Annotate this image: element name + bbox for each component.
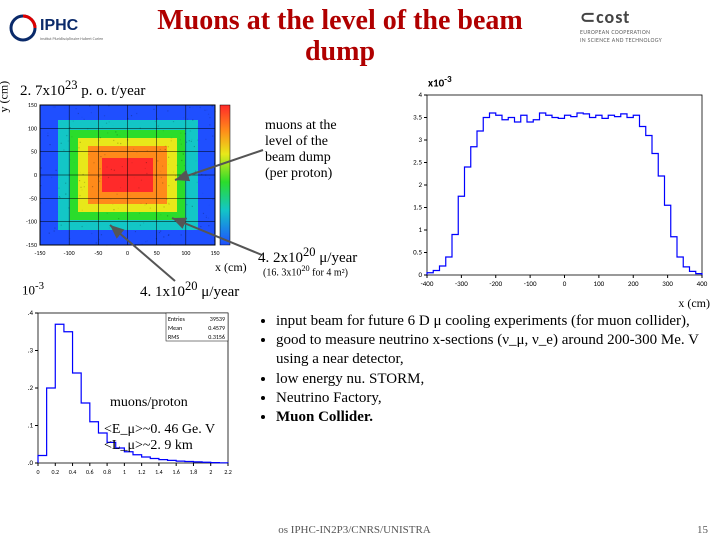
subtitle-pot: 2. 7x1023 p. o. t/year <box>20 78 145 100</box>
svg-text:-300: -300 <box>455 279 468 288</box>
svg-text:4: 4 <box>418 90 422 99</box>
bullet-item: low energy nu. STORM, <box>276 370 708 389</box>
footer-center: os IPHC-IN2P3/CNRS/UNISTRA <box>278 524 431 536</box>
svg-text:.0: .0 <box>28 458 34 467</box>
footer: os IPHC-IN2P3/CNRS/UNISTRA 15 <box>0 524 720 536</box>
svg-text:-50: -50 <box>94 249 102 257</box>
svg-text:100: 100 <box>28 124 37 132</box>
svg-text:Entries: Entries <box>168 315 185 323</box>
svg-text:IPHC: IPHC <box>40 17 79 34</box>
svg-text:2: 2 <box>209 468 212 476</box>
svg-text:2.2: 2.2 <box>224 468 232 476</box>
svg-text:Mean: Mean <box>168 324 182 332</box>
svg-text:0.8: 0.8 <box>103 468 111 476</box>
svg-text:0: 0 <box>563 279 567 288</box>
bullet-list: input beam for future 6 D μ cooling expe… <box>258 312 708 427</box>
svg-text:1: 1 <box>418 225 422 234</box>
bullet-item: Neutrino Factory, <box>276 389 708 408</box>
svg-text:2.5: 2.5 <box>413 158 422 167</box>
svg-text:1.8: 1.8 <box>190 468 198 476</box>
svg-text:0.4579: 0.4579 <box>208 324 225 332</box>
y-axis-label: y (cm) <box>0 81 12 113</box>
svg-text:50: 50 <box>31 148 37 156</box>
svg-text:-400: -400 <box>421 279 434 288</box>
svg-text:100: 100 <box>181 249 190 257</box>
svg-text:50: 50 <box>154 249 160 257</box>
svg-text:0.3156: 0.3156 <box>208 333 225 341</box>
page-number: 15 <box>697 524 708 536</box>
right-x-label: x (cm) <box>678 296 710 311</box>
heatmap-x-label: x (cm) <box>215 260 247 275</box>
svg-text:1.2: 1.2 <box>138 468 146 476</box>
heatmap-chart: -150 -100 -50 0 50 100 150 -150 -100 -50 0 50 100 150 <box>20 100 245 260</box>
svg-text:100: 100 <box>594 279 605 288</box>
svg-text:1: 1 <box>123 468 126 476</box>
svg-text:2: 2 <box>418 180 422 189</box>
svg-text:-200: -200 <box>489 279 502 288</box>
svg-text:0.6: 0.6 <box>86 468 94 476</box>
svg-text:39539: 39539 <box>210 315 225 323</box>
svg-text:-150: -150 <box>26 241 37 249</box>
svg-text:1.4: 1.4 <box>155 468 163 476</box>
svg-text:1.6: 1.6 <box>172 468 180 476</box>
svg-text:0: 0 <box>36 468 39 476</box>
bullet-item: input beam for future 6 D μ cooling expe… <box>276 312 708 331</box>
svg-text:.2: .2 <box>28 383 34 392</box>
bullet-item: Muon Collider. <box>276 408 708 427</box>
svg-text:-50: -50 <box>29 194 37 202</box>
ten-minus-3: 10-3 <box>22 280 44 298</box>
svg-text:150: 150 <box>210 249 219 257</box>
svg-text:400: 400 <box>697 279 708 288</box>
svg-text:3.5: 3.5 <box>413 113 422 122</box>
muons-per-proton-label: muons/proton <box>110 395 188 411</box>
svg-text:-100: -100 <box>524 279 537 288</box>
heatmap-annotation: muons at thelevel of thebeam dump(per pr… <box>265 118 337 182</box>
svg-text:-100: -100 <box>26 218 37 226</box>
svg-text:1.5: 1.5 <box>413 203 422 212</box>
svg-text:0.5: 0.5 <box>413 248 422 257</box>
svg-text:.1: .1 <box>28 421 34 430</box>
svg-text:200: 200 <box>628 279 639 288</box>
mu-rate-1-sub: (16. 3x1020 for 4 m²) <box>263 264 348 278</box>
svg-text:RMS: RMS <box>168 333 179 341</box>
svg-text:3: 3 <box>418 135 422 144</box>
svg-text:150: 150 <box>28 101 37 109</box>
svg-text:.4: .4 <box>28 308 34 317</box>
iphc-logo: IPHC Institut Pluridisciplinaire Hubert C… <box>8 8 108 48</box>
cost-tagline: EUROPEAN COOPERATIONIN SCIENCE AND TECHN… <box>580 28 710 44</box>
svg-text:-150: -150 <box>35 249 46 257</box>
page-title: Muons at the level of the beam dump <box>130 6 550 68</box>
x-distribution-histogram: 0 0.5 1 1.5 2 2.5 3 3.5 4 -400 -300 -200 -100 0 100 200… <box>395 80 710 290</box>
svg-text:-100: -100 <box>64 249 75 257</box>
cost-brand: ⊂cost <box>580 6 710 28</box>
cost-logo: ⊂cost EUROPEAN COOPERATIONIN SCIENCE AND… <box>580 6 710 46</box>
svg-text:Institut Pluridisciplinaire Hu: Institut Pluridisciplinaire Hubert Curie… <box>40 37 103 42</box>
svg-text:0: 0 <box>418 270 422 279</box>
svg-text:0.4: 0.4 <box>69 468 77 476</box>
mean-values: <E_μ>~0. 46 Ge. V<L_μ>~2. 9 km <box>104 422 215 454</box>
svg-text:0: 0 <box>126 249 129 257</box>
svg-text:300: 300 <box>662 279 673 288</box>
bullet-item: good to measure neutrino x-sections (ν_μ… <box>276 331 708 369</box>
svg-text:.3: .3 <box>28 346 34 355</box>
svg-text:0.2: 0.2 <box>51 468 59 476</box>
svg-text:0: 0 <box>34 171 37 179</box>
